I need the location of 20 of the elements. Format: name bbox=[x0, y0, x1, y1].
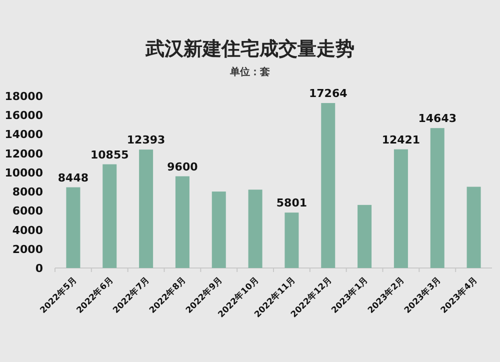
data-label: 14643 bbox=[418, 112, 457, 126]
data-label: 8448 bbox=[58, 171, 89, 184]
y-tick-label: 2000 bbox=[12, 242, 44, 256]
chart-title: 武汉新建住宅成交量走势 bbox=[144, 38, 354, 60]
data-label: 12421 bbox=[382, 133, 420, 146]
chart-subtitle: 单位：套 bbox=[229, 66, 270, 78]
y-tick-label: 8000 bbox=[12, 186, 44, 199]
data-label: 10855 bbox=[90, 148, 129, 162]
y-tick-label: 6000 bbox=[12, 204, 44, 218]
y-tick-label: 14000 bbox=[4, 128, 44, 142]
y-tick-label: 12000 bbox=[4, 147, 44, 160]
y-tick-label: 4000 bbox=[12, 224, 44, 237]
data-label: 5801 bbox=[276, 196, 308, 210]
y-tick-label: 18000 bbox=[4, 90, 44, 103]
data-label: 12393 bbox=[126, 134, 166, 147]
data-label: 17264 bbox=[308, 87, 348, 100]
y-tick-label: 0 bbox=[35, 262, 44, 275]
y-tick-label: 16000 bbox=[4, 109, 44, 122]
y-tick-label: 10000 bbox=[4, 166, 44, 180]
data-label: 9600 bbox=[167, 160, 198, 174]
